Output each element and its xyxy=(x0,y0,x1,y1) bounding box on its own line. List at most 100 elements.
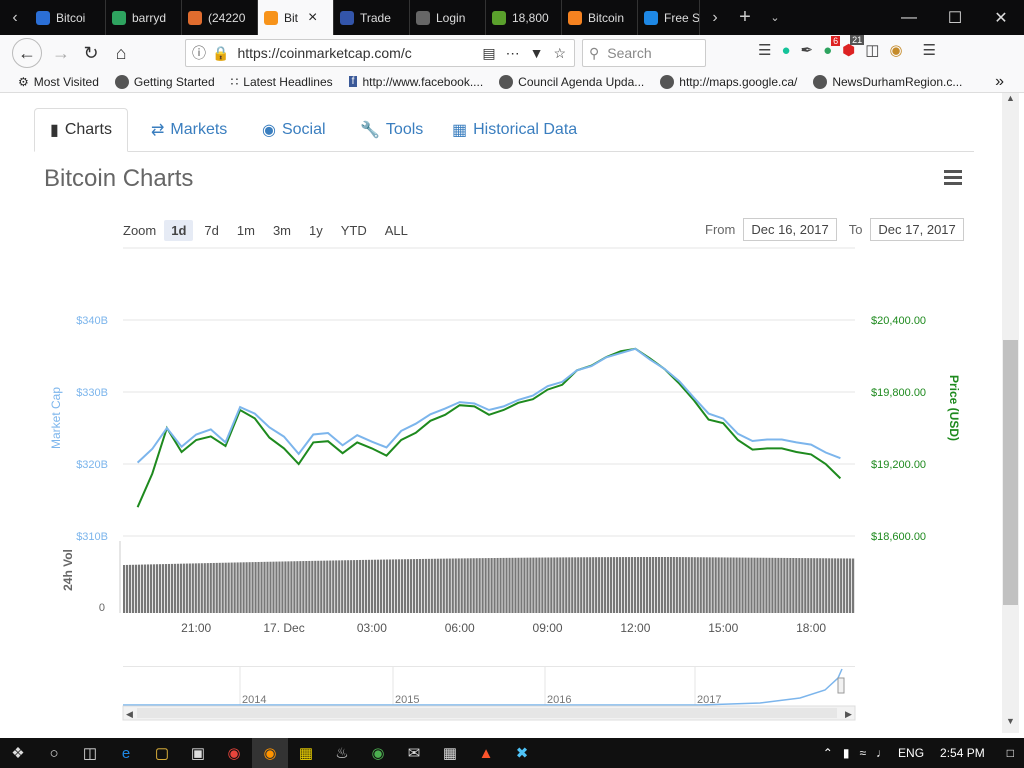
globe-app-icon[interactable]: ◉ xyxy=(371,745,385,762)
browser-tab[interactable]: Bitcoi xyxy=(30,0,106,35)
tab-scroll-left-icon[interactable]: ‹ xyxy=(12,8,18,26)
scroll-up-icon[interactable]: ▲ xyxy=(1006,93,1015,103)
page-actions-icon[interactable]: ⋯ xyxy=(505,44,520,61)
new-tab-icon[interactable]: + xyxy=(739,6,751,28)
bookmark-council-agenda[interactable]: Council Agenda Upda... xyxy=(499,74,644,89)
menu-icon[interactable]: ☰ xyxy=(922,42,936,59)
scroll-down-icon[interactable]: ▼ xyxy=(1006,716,1015,726)
minimize-icon[interactable]: — xyxy=(901,8,917,26)
volume-bar xyxy=(439,558,442,613)
extension-monkey-icon[interactable]: ◉ xyxy=(889,42,903,59)
reader-view-icon[interactable]: ▤ xyxy=(482,44,496,61)
zoom-7d-button[interactable]: 7d xyxy=(204,223,219,238)
volume-bar xyxy=(302,561,305,613)
bookmark-most-visited[interactable]: ⚙ Most Visited xyxy=(18,75,99,89)
bookmark-news-durham[interactable]: NewsDurhamRegion.c... xyxy=(813,74,962,89)
scroll-thumb[interactable] xyxy=(1003,340,1018,605)
zoom-1d-button[interactable]: 1d xyxy=(164,220,194,241)
to-date-input[interactable]: Dec 17, 2017 xyxy=(870,218,964,241)
browser-tab[interactable]: Free S xyxy=(638,0,700,35)
browser-tab[interactable]: 18,800 xyxy=(486,0,562,35)
store-icon[interactable]: ▣ xyxy=(190,745,206,762)
tab-tools[interactable]: 🔧 Tools xyxy=(360,108,423,152)
reload-icon[interactable]: ↻ xyxy=(83,42,99,63)
edge-icon[interactable]: e xyxy=(121,744,131,762)
browser-tab[interactable]: barryd xyxy=(106,0,182,35)
browser-tab[interactable]: Trade xyxy=(334,0,410,35)
home-icon[interactable]: ⌂ xyxy=(115,42,127,63)
url-text[interactable]: https://coinmarketcap.com/c xyxy=(237,45,412,61)
grammarly-icon[interactable]: ● xyxy=(781,41,791,59)
tab-social[interactable]: ◉ Social xyxy=(262,108,326,152)
bookmark-google-maps[interactable]: http://maps.google.ca/ xyxy=(660,74,797,89)
battery-icon[interactable]: ▮ xyxy=(842,746,850,760)
app-icon[interactable]: ✖ xyxy=(515,745,529,762)
volume-bar xyxy=(227,562,230,613)
task-view-icon[interactable]: ◫ xyxy=(82,745,98,762)
bookmark-latest-headlines[interactable]: ∷ Latest Headlines xyxy=(231,75,333,89)
right-axis-tick: $19,200.00 xyxy=(871,459,926,471)
browser-tab[interactable]: Bit × xyxy=(258,0,334,35)
maximize-icon[interactable]: ☐ xyxy=(947,9,963,27)
chart-menu-icon[interactable] xyxy=(944,170,962,186)
zoom-3m-button[interactable]: 3m xyxy=(272,223,291,238)
browser-tab[interactable]: Login xyxy=(410,0,486,35)
zoom-1m-button[interactable]: 1m xyxy=(236,223,255,238)
language-indicator[interactable]: ENG xyxy=(898,746,925,760)
extension-badge-icon[interactable]: ● 6 xyxy=(823,35,841,59)
url-bar[interactable]: ⓘ 🔒 https://coinmarketcap.com/c ▤ ⋯ ▼ ☆ xyxy=(185,39,575,67)
browser-tab[interactable]: (24220 xyxy=(182,0,258,35)
calculator-grid-icon[interactable]: ▦ xyxy=(298,745,314,762)
volume-bar xyxy=(164,564,168,613)
navigator-year-label: 2014 xyxy=(242,694,266,706)
volume-bar xyxy=(586,557,589,613)
zoom-1y-button[interactable]: 1y xyxy=(309,223,323,238)
vertical-scrollbar[interactable]: ▲ ▼ xyxy=(1002,93,1019,733)
firefox-icon[interactable]: ◉ xyxy=(252,738,288,768)
brave-icon[interactable]: ▲ xyxy=(478,744,494,762)
close-window-icon[interactable]: ✕ xyxy=(994,9,1008,27)
file-explorer-icon[interactable]: ▢ xyxy=(154,745,170,762)
tab-historical-data[interactable]: ▦ Historical Data xyxy=(452,108,577,152)
clock[interactable]: 2:54 PM xyxy=(940,746,985,760)
volume-bar xyxy=(418,558,421,613)
volume-bar xyxy=(732,557,735,613)
chrome-icon[interactable]: ◉ xyxy=(227,745,241,762)
info-icon[interactable]: ⓘ xyxy=(192,45,206,61)
favicon-icon xyxy=(188,10,202,25)
browser-tab[interactable]: Bitcoin xyxy=(562,0,638,35)
volume-bar xyxy=(245,562,248,613)
notifications-icon[interactable]: □ xyxy=(1006,746,1014,760)
eyedropper-icon[interactable]: ✒ xyxy=(800,42,814,59)
start-icon[interactable]: ❖ xyxy=(11,745,25,762)
bookmark-star-icon[interactable]: ☆ xyxy=(553,44,566,61)
adblock-icon[interactable]: ⬢ 21 xyxy=(842,35,865,59)
back-icon[interactable]: ← xyxy=(12,38,42,68)
volume-icon[interactable]: ♩ xyxy=(876,746,889,760)
volume-bar xyxy=(819,558,822,613)
pocket-icon[interactable]: ▼ xyxy=(529,45,544,61)
bookmarks-overflow-icon[interactable]: » xyxy=(995,72,1004,90)
bookmark-facebook[interactable]: f http://www.facebook.... xyxy=(348,75,483,89)
tab-scroll-right-icon[interactable]: › xyxy=(712,8,718,26)
zoom-all-button[interactable]: ALL xyxy=(384,223,408,238)
search-bar[interactable]: ⚲ Search xyxy=(582,39,706,67)
bookmark-getting-started[interactable]: Getting Started xyxy=(114,74,215,89)
tab-markets[interactable]: ⇄ Markets xyxy=(151,108,227,152)
tab-list-icon[interactable]: ⌄ xyxy=(770,12,780,24)
from-date-input[interactable]: Dec 16, 2017 xyxy=(743,218,837,241)
tab-charts[interactable]: ▮ Charts xyxy=(34,108,128,152)
calculator-icon[interactable]: ▦ xyxy=(442,745,458,762)
volume-bar xyxy=(666,557,669,613)
close-tab-icon[interactable]: × xyxy=(308,8,318,26)
library-icon[interactable]: ☰ xyxy=(758,42,772,59)
paint-icon[interactable]: ♨ xyxy=(335,745,349,762)
wifi-icon[interactable]: ≈ xyxy=(859,746,867,760)
forward-icon[interactable]: → xyxy=(52,42,70,63)
cortana-icon[interactable]: ○ xyxy=(49,744,59,762)
sidebar-icon[interactable]: ◫ xyxy=(865,42,880,59)
chevron-up-icon[interactable]: ⌃ xyxy=(822,746,833,760)
mail-icon[interactable]: ✉ xyxy=(407,745,421,762)
volume-bar xyxy=(714,557,717,613)
zoom-ytd-button[interactable]: YTD xyxy=(340,223,367,238)
